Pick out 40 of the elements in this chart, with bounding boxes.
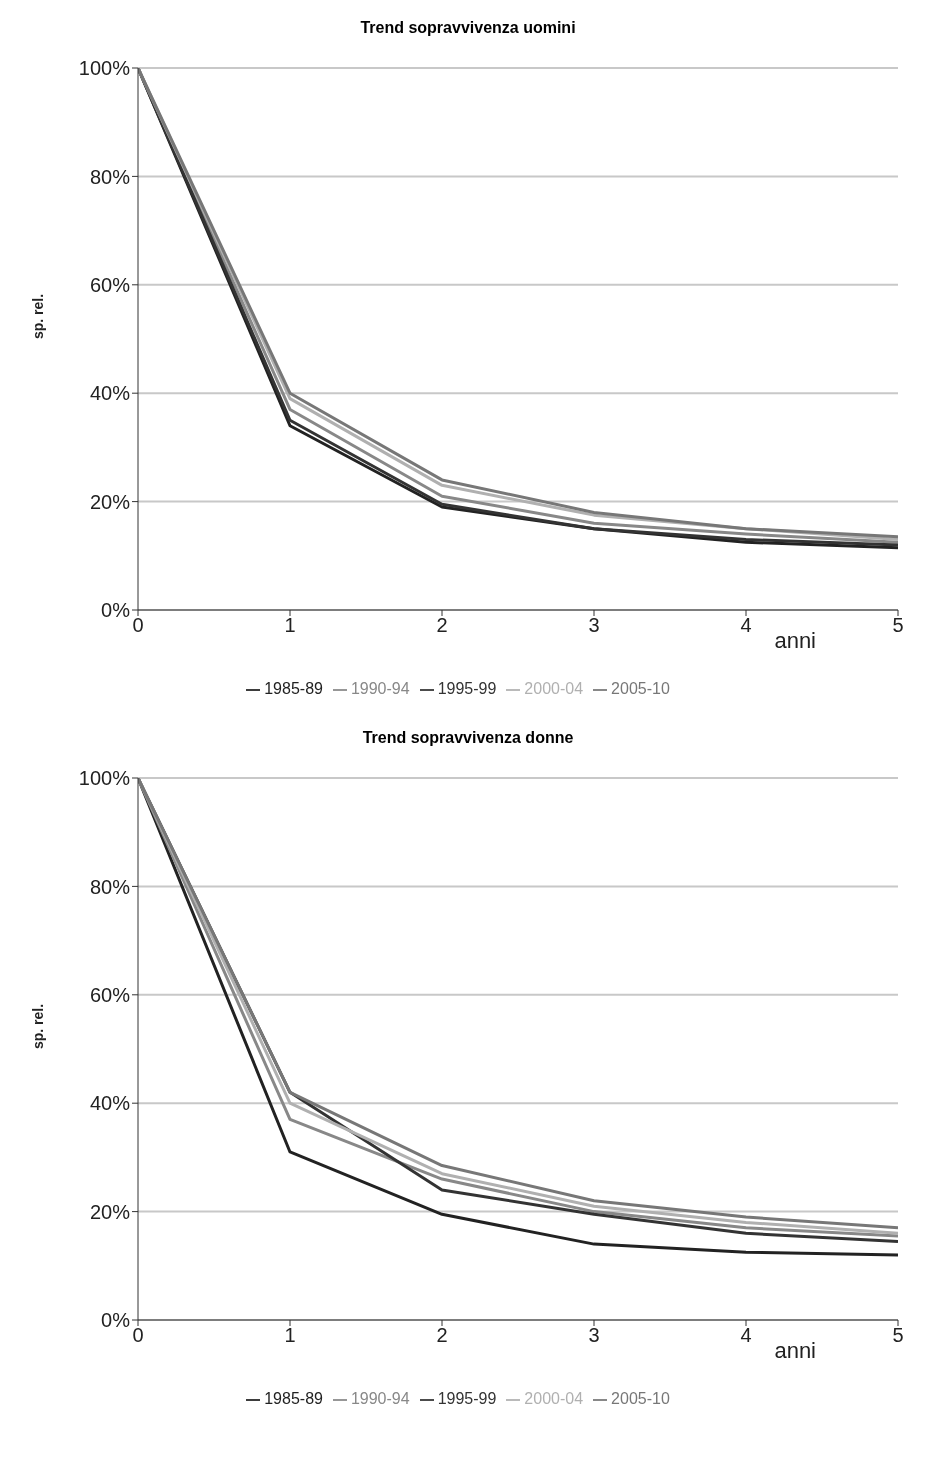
chart-title: Trend sopravvivenza donne	[361, 728, 575, 748]
legend-label: 2000-04	[524, 1390, 584, 1407]
x-tick-label: 5	[892, 1324, 904, 1347]
x-tick-label: 1	[284, 614, 296, 637]
y-tick-label: 100%	[78, 767, 131, 790]
y-tick-label: 60%	[89, 983, 131, 1006]
legend-label: 2005-10	[611, 1390, 670, 1407]
x-tick-label: 0	[132, 1324, 144, 1347]
x-tick-label: 3	[588, 1324, 600, 1347]
legend-label: 1990-94	[350, 1390, 410, 1407]
y-axis-title: sp. rel.	[29, 293, 46, 339]
x-tick-label: 0	[132, 614, 144, 637]
y-tick-label: 40%	[89, 1092, 131, 1115]
chart-title: Trend sopravvivenza uomini	[359, 18, 577, 38]
y-tick-label: 0%	[101, 1309, 131, 1332]
y-tick-label: 80%	[89, 875, 131, 898]
x-tick-label: 2	[436, 614, 448, 637]
x-axis-title: anni	[774, 628, 816, 653]
legend-label: 1995-99	[437, 1390, 497, 1407]
x-tick-label: 1	[284, 1324, 296, 1347]
x-axis-title: anni	[774, 1338, 816, 1363]
x-tick-label: 2	[436, 1324, 448, 1347]
legend-label: 1985-89	[264, 680, 323, 697]
y-tick-label: 20%	[89, 1200, 131, 1223]
y-tick-label: 40%	[89, 382, 131, 405]
legend-label: 2005-10	[611, 680, 670, 697]
y-tick-label: 0%	[101, 599, 131, 622]
x-tick-label: 4	[740, 614, 752, 637]
y-axis-title: sp. rel.	[29, 1003, 46, 1049]
x-tick-label: 4	[740, 1324, 752, 1347]
y-tick-label: 20%	[89, 490, 131, 513]
x-tick-label: 3	[588, 614, 600, 637]
y-tick-label: 100%	[78, 57, 131, 80]
legend-label: 1990-94	[350, 680, 410, 697]
y-tick-label: 80%	[89, 165, 131, 188]
x-tick-label: 5	[892, 614, 904, 637]
legend-label: 1985-89	[264, 1390, 323, 1407]
y-tick-label: 60%	[89, 273, 131, 296]
legend-label: 2000-04	[524, 680, 584, 697]
legend-label: 1995-99	[437, 680, 497, 697]
